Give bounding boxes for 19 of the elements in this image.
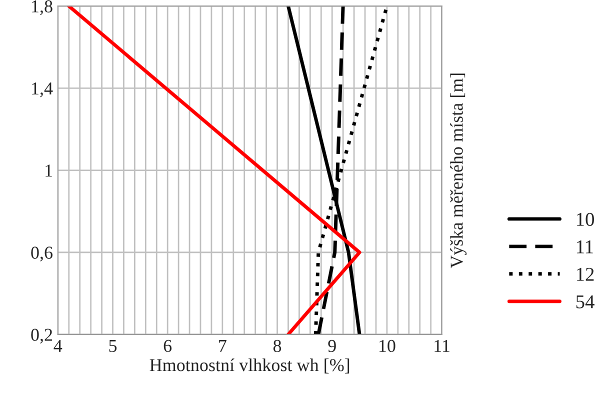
x-tick-label: 9 — [328, 340, 336, 352]
legend-label: 10 — [577, 212, 594, 226]
legend-label: 11 — [577, 240, 593, 254]
x-tick-label: 4 — [54, 340, 62, 352]
y-tick-label: 1,8 — [32, 0, 52, 16]
y-axis-title: Výška měřeného místa [m] — [450, 74, 467, 268]
x-tick-label: 7 — [219, 340, 226, 352]
x-tick-label: 10 — [380, 340, 396, 352]
x-tick-label: 6 — [164, 340, 172, 352]
y-tick-label: 0,2 — [31, 328, 52, 344]
y-tick-label: 1 — [46, 164, 52, 177]
legend-label: 54 — [576, 295, 594, 308]
x-tick-label: 5 — [109, 340, 117, 352]
legend-label: 12 — [577, 268, 594, 281]
y-tick-label: 0,6 — [31, 246, 53, 262]
x-tick-label: 11 — [434, 340, 450, 352]
x-tick-label: 8 — [273, 340, 282, 352]
x-axis-title: Hmotnostní vlhkost wh [%] — [150, 358, 350, 374]
y-tick-label: 1,4 — [32, 82, 53, 98]
